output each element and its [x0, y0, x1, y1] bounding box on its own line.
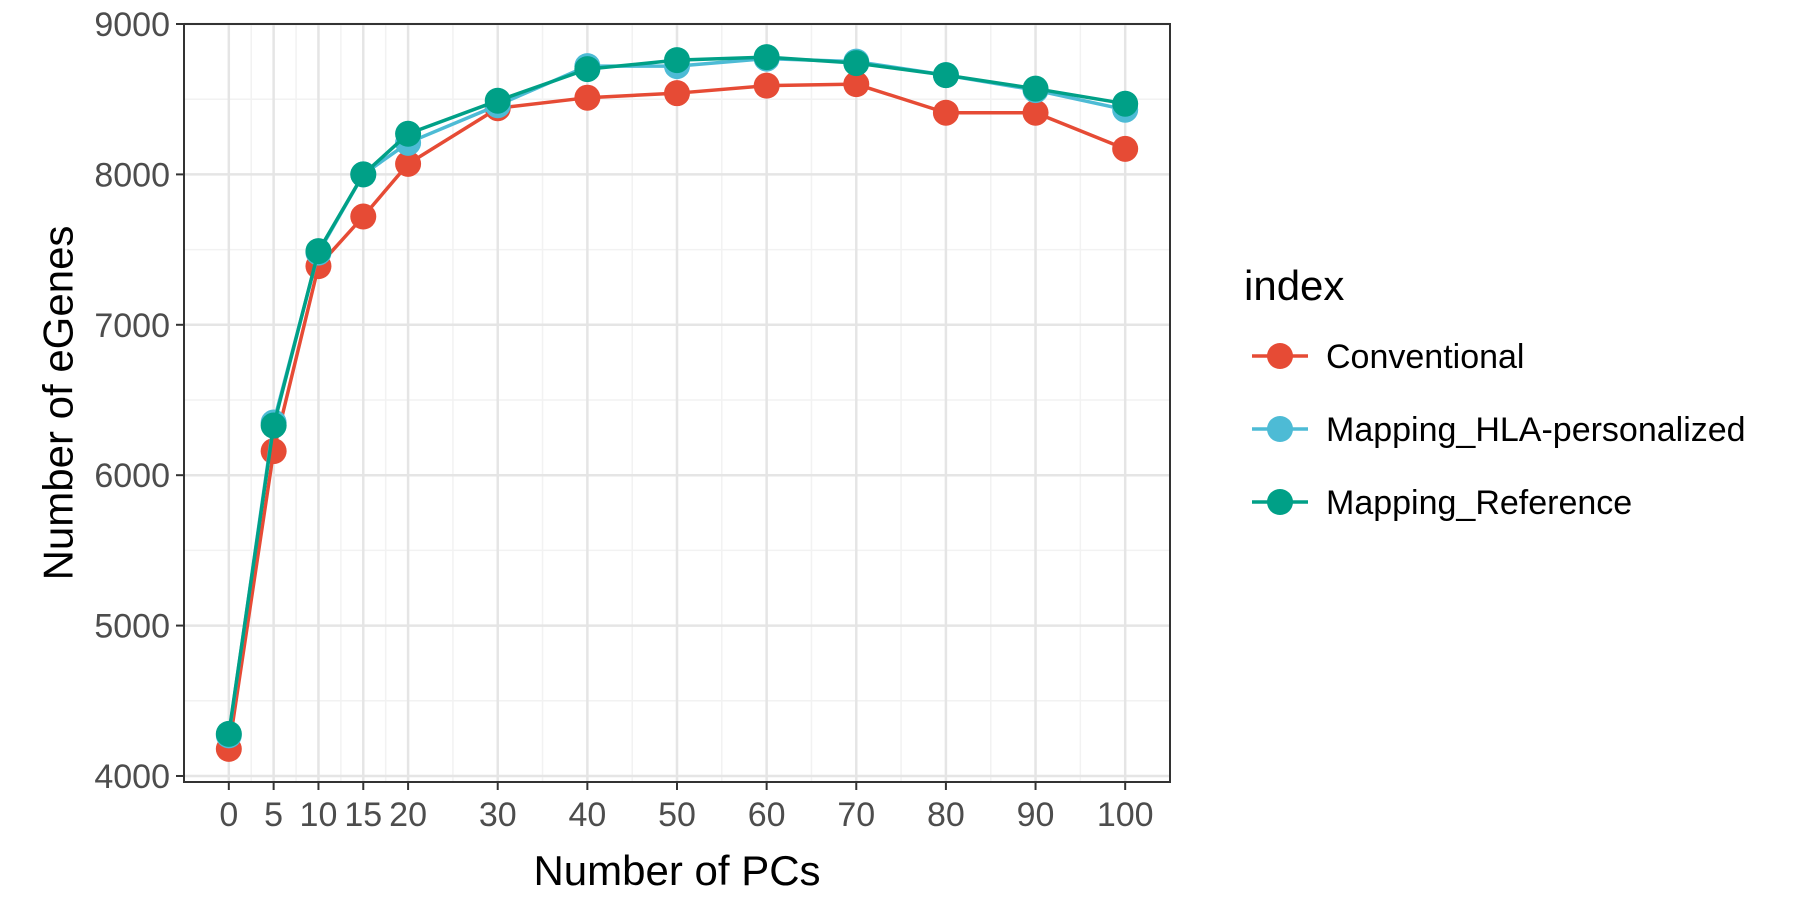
- data-point: [932, 62, 959, 89]
- legend-key-point: [1267, 489, 1293, 515]
- data-point: [260, 412, 287, 439]
- x-tick-label: 60: [748, 796, 786, 834]
- x-tick-label: 0: [219, 796, 238, 834]
- data-point: [350, 161, 377, 188]
- data-point: [1022, 75, 1049, 102]
- legend-item: Mapping_HLA-personalized: [1252, 411, 1746, 449]
- legend: index Conventional Mapping_HLA-personaliz…: [1244, 262, 1746, 522]
- x-axis-title: Number of PCs: [533, 847, 820, 894]
- legend-key-point: [1267, 343, 1293, 369]
- x-tick-label: 20: [389, 796, 427, 834]
- data-point: [1112, 135, 1139, 162]
- y-tick-label: 9000: [94, 6, 170, 44]
- data-point: [843, 50, 870, 77]
- x-tick-label: 80: [927, 796, 965, 834]
- data-point: [395, 120, 422, 147]
- data-point: [260, 438, 287, 465]
- y-tick-label: 5000: [94, 608, 170, 646]
- data-point: [574, 56, 601, 83]
- data-point: [395, 150, 422, 177]
- legend-item: Conventional: [1252, 338, 1524, 376]
- data-point: [843, 71, 870, 98]
- x-tick-label: 70: [837, 796, 875, 834]
- legend-key-point: [1267, 416, 1293, 442]
- y-tick-label: 7000: [94, 307, 170, 345]
- data-point: [932, 99, 959, 126]
- y-tick-label: 8000: [94, 156, 170, 194]
- data-point: [574, 84, 601, 111]
- data-point: [484, 87, 511, 114]
- x-tick-label: 15: [344, 796, 382, 834]
- y-tick-label: 6000: [94, 457, 170, 495]
- axis-ticks: [176, 23, 1127, 790]
- x-tick-label: 5: [264, 796, 283, 834]
- y-tick-labels: 4000 5000 6000 7000 8000 9000: [94, 6, 170, 796]
- data-point: [753, 44, 780, 71]
- legend-label: Conventional: [1326, 338, 1524, 376]
- y-tick-label: 4000: [94, 758, 170, 796]
- data-point: [305, 238, 332, 265]
- legend-title: index: [1244, 262, 1344, 309]
- legend-item: Mapping_Reference: [1252, 484, 1632, 522]
- data-point: [664, 80, 690, 107]
- series-mapping-reference: [215, 44, 1139, 747]
- legend-items: Conventional Mapping_HLA-personalized Mapp…: [1252, 338, 1746, 522]
- data-point: [753, 72, 780, 99]
- x-tick-label: 100: [1097, 796, 1154, 834]
- series-layer: [215, 44, 1139, 762]
- legend-label: Mapping_Reference: [1326, 484, 1632, 522]
- x-tick-label: 30: [479, 796, 517, 834]
- y-axis-title: Number of eGenes: [35, 226, 82, 581]
- x-tick-label: 90: [1017, 796, 1055, 834]
- data-point: [664, 47, 690, 74]
- x-tick-label: 40: [568, 796, 606, 834]
- data-point: [1022, 99, 1049, 126]
- legend-label: Mapping_HLA-personalized: [1326, 411, 1746, 449]
- data-point: [1112, 90, 1139, 117]
- x-tick-labels: 0 5 10 15 20 30 40 50 60 70 80 90 100: [219, 796, 1153, 834]
- x-tick-label: 50: [658, 796, 696, 834]
- grid-major: [184, 22, 1170, 782]
- data-point: [350, 203, 377, 230]
- data-point: [215, 720, 242, 747]
- x-tick-label: 10: [300, 796, 338, 834]
